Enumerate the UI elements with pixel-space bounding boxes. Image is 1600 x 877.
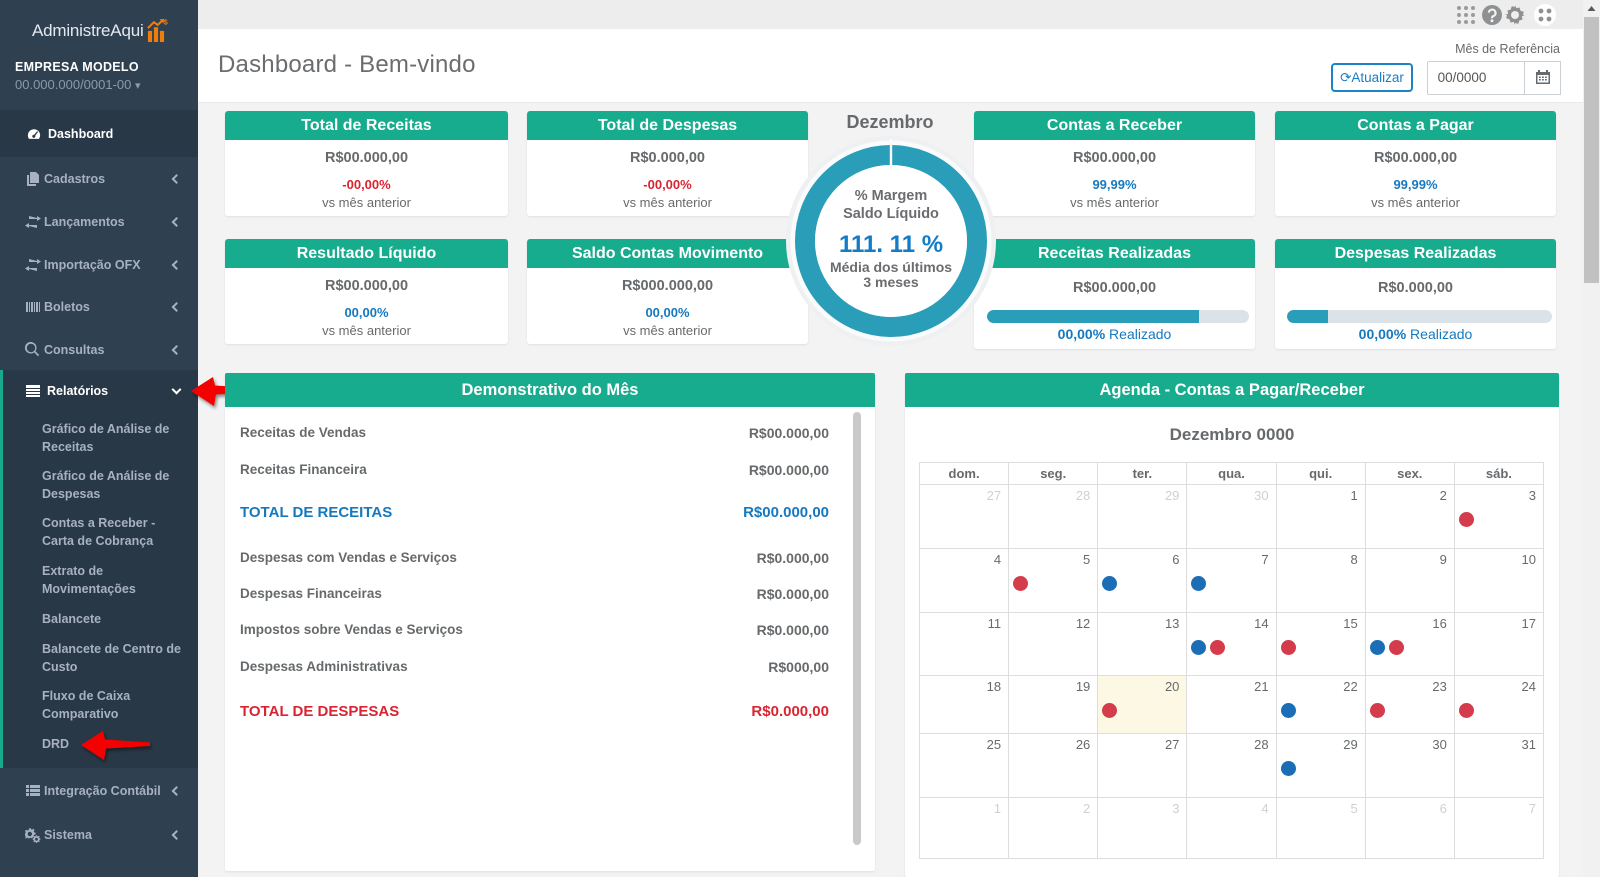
svg-text:$: $ [164, 17, 168, 26]
